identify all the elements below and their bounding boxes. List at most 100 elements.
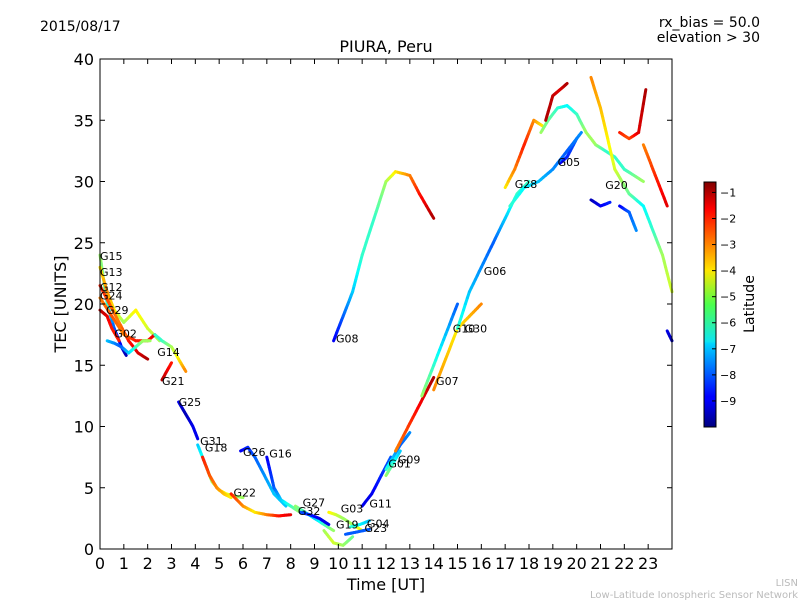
x-tick-label: 14 — [423, 554, 443, 573]
y-tick-label: 5 — [84, 479, 94, 498]
y-tick-label: 10 — [74, 418, 94, 437]
trace-segment-G11 — [387, 455, 393, 462]
sat-label-G13: G13 — [100, 266, 123, 279]
series-extra-4 — [618, 204, 638, 232]
rx-bias-label: rx_bias = 50.0 — [659, 15, 760, 31]
sat-label-G07: G07 — [436, 375, 459, 388]
sat-label-G19: G19 — [336, 519, 359, 532]
sat-label-G32: G32 — [298, 505, 321, 518]
y-axis-ticks: 0 5 10 15 20 25 30 35 40 — [74, 50, 672, 559]
x-tick-label: 23 — [638, 554, 658, 573]
colorbar-tick-label: −7 — [720, 343, 736, 356]
footer-lisn: LISN — [776, 578, 798, 589]
trace-segment-extra-3 — [606, 200, 612, 205]
sat-label-G23: G23 — [365, 522, 388, 535]
trace-segment-extra-7 — [577, 131, 583, 138]
x-tick-label: 13 — [400, 554, 420, 573]
series-G18 — [201, 455, 233, 500]
elevation-label: elevation > 30 — [657, 30, 760, 46]
series-G19 — [322, 529, 355, 547]
sat-label-G27: G27 — [303, 496, 326, 509]
sat-label-G03: G03 — [341, 503, 364, 516]
trace-segment-G29 — [116, 337, 121, 343]
series-extra-0 — [544, 82, 569, 122]
x-tick-label: 0 — [95, 554, 105, 573]
colorbar-tick-label: −1 — [720, 186, 736, 199]
x-tick-label: 20 — [566, 554, 586, 573]
trace-segment-G09 — [406, 431, 412, 437]
sat-label-G28: G28 — [515, 178, 538, 191]
trace-segment-G30 — [477, 302, 483, 308]
colorbar-tick-label: −4 — [720, 265, 736, 278]
series-G28 — [503, 118, 545, 190]
x-tick-label: 12 — [376, 554, 396, 573]
x-tick-label: 18 — [519, 554, 539, 573]
colorbar-label: Latitude — [742, 275, 758, 333]
sat-label-G16: G16 — [269, 447, 292, 460]
x-tick-label: 16 — [471, 554, 491, 573]
trace-segment-G15 — [123, 352, 128, 357]
series-extra-3 — [589, 198, 612, 208]
series-G20 — [589, 75, 674, 294]
sat-label-G01: G01 — [388, 457, 411, 470]
series-G11 — [360, 455, 393, 508]
series-extra-1 — [618, 88, 648, 141]
colorbar — [703, 181, 717, 428]
colorbar-tick-label: −3 — [720, 239, 736, 252]
sat-label-G12: G12 — [100, 281, 123, 294]
sat-label-G11: G11 — [369, 498, 392, 511]
series-G14 — [153, 333, 188, 373]
trace-segment-G01 — [397, 449, 402, 455]
colorbar-tick-label: −2 — [720, 212, 736, 225]
trace-segment-G32 — [325, 522, 331, 526]
trace-segment-G25 — [195, 435, 200, 441]
series-G10 — [420, 302, 459, 398]
sat-label-G18: G18 — [205, 441, 228, 454]
x-tick-label: 8 — [286, 554, 296, 573]
x-tick-label: 1 — [119, 554, 129, 573]
series-G22 — [229, 492, 293, 518]
series-G02 — [105, 339, 152, 355]
footer-network: Low-Latitude Ionospheric Sensor Network — [590, 590, 798, 600]
x-tick-label: 22 — [614, 554, 634, 573]
series-G26 — [239, 445, 288, 508]
trace-segment-G21 — [169, 361, 173, 366]
series-G05 — [539, 104, 645, 183]
sat-label-G15: G15 — [100, 250, 123, 263]
sat-label-G26: G26 — [243, 446, 266, 459]
colorbar-tick-label: −6 — [720, 317, 736, 330]
sat-label-G25: G25 — [179, 396, 202, 409]
colorbar-tick-label: −8 — [720, 369, 736, 382]
trace-segment-G10 — [454, 302, 459, 311]
trace-segment-extra-0 — [564, 82, 569, 86]
colorbar-tick-label: −5 — [720, 291, 736, 304]
trace-segment-G18 — [228, 495, 233, 500]
x-tick-label: 2 — [143, 554, 153, 573]
sat-label-G24: G24 — [100, 289, 123, 302]
y-tick-label: 30 — [74, 173, 94, 192]
trace-segment-G27 — [330, 528, 336, 533]
sat-label-G30: G30 — [465, 323, 488, 336]
plot-area — [98, 75, 674, 547]
series-G29 — [98, 308, 121, 343]
series-G23 — [344, 527, 371, 536]
chart-title: PIURA, Peru — [339, 37, 432, 56]
sat-label-G14: G14 — [157, 346, 180, 359]
sat-label-G04: G04 — [367, 517, 390, 530]
x-tick-label: 5 — [214, 554, 224, 573]
series-G04 — [348, 519, 371, 529]
trace-segment-G06 — [525, 180, 531, 185]
date-label: 2015/08/17 — [40, 19, 121, 35]
sat-label-G29: G29 — [106, 304, 129, 317]
trace-segment-extra-1 — [643, 88, 648, 99]
trace-segment-G05 — [640, 179, 645, 183]
series-G06 — [456, 180, 531, 330]
sat-label-G02: G02 — [114, 327, 137, 340]
trace-segment-G14 — [183, 367, 188, 373]
sat-label-G22: G22 — [233, 487, 256, 500]
sat-label-G10: G10 — [453, 323, 476, 336]
y-tick-label: 15 — [74, 356, 94, 375]
sat-label-G21: G21 — [162, 375, 185, 388]
y-tick-label: 40 — [74, 50, 94, 69]
